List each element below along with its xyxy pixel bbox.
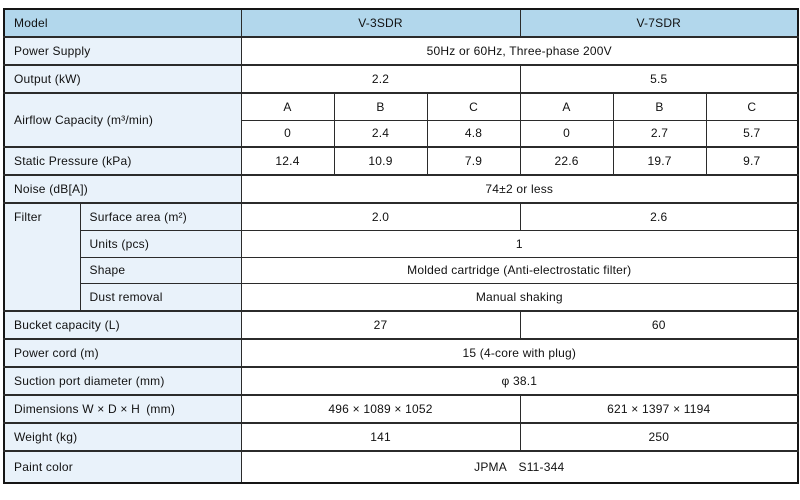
- filter-dust-removal-label: Dust removal: [79, 283, 242, 312]
- row-power-cord: Power cord (m) 15 (4-core with plug): [3, 337, 799, 368]
- suction-port-label: Suction port diameter (mm): [3, 365, 242, 396]
- row-suction-port: Suction port diameter (mm) φ 38.1: [3, 365, 799, 396]
- filter-group-label: Filter: [3, 202, 81, 312]
- airflow-point-header: C: [426, 91, 521, 121]
- spec-table: Model V-3SDR V-7SDR Power Supply 50Hz or…: [3, 8, 800, 484]
- row-output: Output (kW) 2.2 5.5: [3, 63, 799, 94]
- row-weight: Weight (kg) 141 250: [3, 421, 799, 452]
- dimensions-label: Dimensions W × D × H (mm): [3, 393, 242, 424]
- bucket-capacity-model1: 27: [240, 309, 521, 340]
- row-noise: Noise (dB[A]) 74±2 or less: [3, 174, 799, 204]
- output-value-model1: 2.2: [240, 63, 521, 94]
- filter-units-label: Units (pcs): [79, 230, 242, 258]
- row-dimensions: Dimensions W × D × H (mm) 496 × 1089 × 1…: [3, 393, 799, 424]
- static-pressure-value: 9.7: [705, 146, 799, 176]
- static-pressure-value: 22.6: [519, 146, 614, 176]
- row-power-supply: Power Supply 50Hz or 60Hz, Three-phase 2…: [3, 35, 799, 66]
- power-cord-value: 15 (4-core with plug): [240, 337, 799, 368]
- row-model: Model V-3SDR V-7SDR: [3, 8, 799, 38]
- static-pressure-label: Static Pressure (kPa): [3, 146, 242, 176]
- power-supply-label: Power Supply: [3, 35, 242, 66]
- dimensions-model1: 496 × 1089 × 1052: [240, 393, 521, 424]
- row-filter-shape: Shape Molded cartridge (Anti-electrostat…: [4, 256, 799, 285]
- paint-color-value: JPMA S11-344: [240, 449, 799, 484]
- airflow-label: Airflow Capacity (m³/min): [3, 91, 242, 148]
- airflow-value: 5.7: [705, 119, 799, 148]
- output-value-model2: 5.5: [519, 63, 799, 94]
- airflow-value: 0: [519, 119, 614, 148]
- weight-label: Weight (kg): [3, 421, 242, 452]
- bucket-capacity-model2: 60: [519, 309, 799, 340]
- row-bucket-capacity: Bucket capacity (L) 27 60: [3, 309, 799, 340]
- row-paint-color: Paint color JPMA S11-344: [3, 449, 799, 484]
- power-supply-value: 50Hz or 60Hz, Three-phase 200V: [240, 35, 799, 66]
- static-pressure-value: 19.7: [612, 146, 707, 176]
- row-filter-units: Units (pcs) 1: [4, 230, 799, 258]
- filter-dust-removal-value: Manual shaking: [240, 283, 799, 312]
- row-static-pressure: Static Pressure (kPa) 12.4 10.9 7.9 22.6…: [3, 146, 799, 176]
- airflow-value: 0: [240, 119, 335, 148]
- filter-units-value: 1: [240, 230, 799, 258]
- paint-color-label: Paint color: [3, 449, 242, 484]
- filter-shape-label: Shape: [79, 256, 242, 285]
- weight-model1: 141: [240, 421, 521, 452]
- filter-surface-area-model1: 2.0: [240, 202, 521, 232]
- row-filter-dust-removal: Dust removal Manual shaking: [4, 283, 799, 312]
- power-cord-label: Power cord (m): [3, 337, 242, 368]
- static-pressure-value: 10.9: [333, 146, 428, 176]
- noise-label: Noise (dB[A]): [3, 174, 242, 204]
- filter-surface-area-model2: 2.6: [519, 202, 799, 232]
- suction-port-value: φ 38.1: [240, 365, 799, 396]
- static-pressure-value: 7.9: [426, 146, 521, 176]
- model-1-header: V-3SDR: [240, 8, 521, 38]
- model-2-header: V-7SDR: [519, 8, 799, 38]
- static-pressure-value: 12.4: [240, 146, 335, 176]
- filter-shape-value: Molded cartridge (Anti-electrostatic fil…: [240, 256, 799, 285]
- airflow-point-header: A: [240, 91, 335, 121]
- airflow-point-header: C: [705, 91, 799, 121]
- model-header-label: Model: [3, 8, 242, 38]
- row-airflow-values: 0 2.4 4.8 0 2.7 5.7: [4, 119, 799, 148]
- airflow-point-header: B: [333, 91, 428, 121]
- output-label: Output (kW): [3, 63, 242, 94]
- weight-model2: 250: [519, 421, 799, 452]
- row-filter-surface-area: Filter Surface area (m²) 2.0 2.6: [3, 202, 799, 312]
- noise-value: 74±2 or less: [240, 174, 799, 204]
- airflow-value: 2.7: [612, 119, 707, 148]
- airflow-point-header: A: [519, 91, 614, 121]
- airflow-point-header: B: [612, 91, 707, 121]
- dimensions-model2: 621 × 1397 × 1194: [519, 393, 799, 424]
- bucket-capacity-label: Bucket capacity (L): [3, 309, 242, 340]
- airflow-value: 4.8: [426, 119, 521, 148]
- filter-surface-area-label: Surface area (m²): [79, 202, 242, 232]
- airflow-value: 2.4: [333, 119, 428, 148]
- row-airflow-points: Airflow Capacity (m³/min) A B C A B C: [3, 91, 799, 148]
